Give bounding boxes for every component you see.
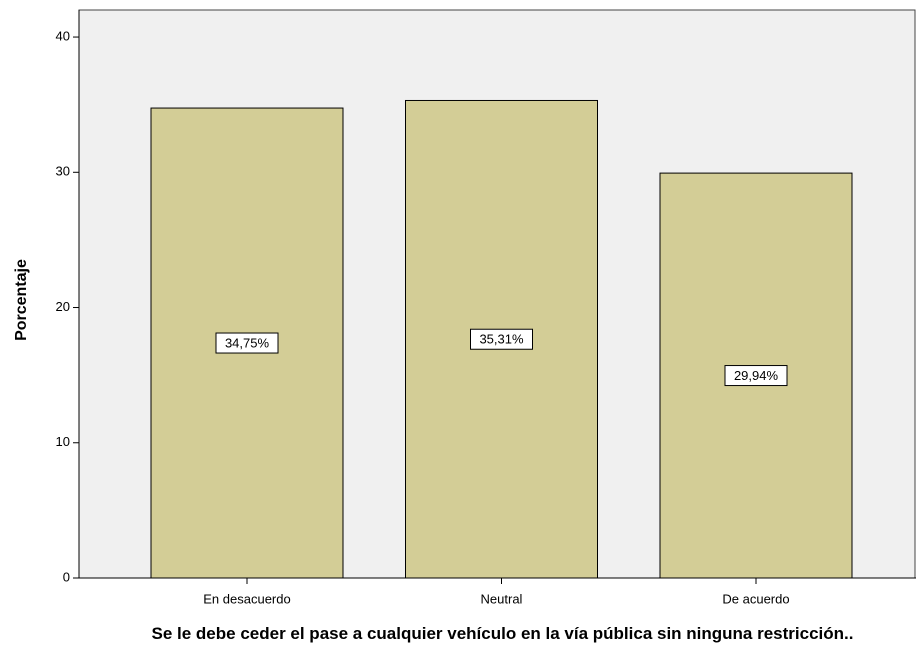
x-tick-label: En desacuerdo — [203, 591, 290, 606]
value-label-box — [215, 332, 279, 354]
value-label: 34,75% — [225, 335, 270, 350]
y-tick-label: 40 — [56, 28, 70, 43]
value-label: 29,94% — [734, 368, 779, 383]
y-tick-label: 20 — [56, 299, 70, 314]
x-tick-label: Neutral — [481, 591, 523, 606]
value-label: 35,31% — [479, 332, 524, 347]
x-tick-label: De acuerdo — [722, 591, 789, 606]
y-tick-label: 0 — [63, 569, 70, 584]
value-label-box — [470, 328, 533, 350]
y-axis-label: Porcentaje — [13, 259, 30, 341]
y-tick-label: 30 — [56, 164, 70, 179]
value-label-box — [724, 365, 788, 387]
x-axis-label: Se le debe ceder el pase a cualquier veh… — [151, 624, 854, 643]
y-tick-label: 10 — [56, 434, 70, 449]
